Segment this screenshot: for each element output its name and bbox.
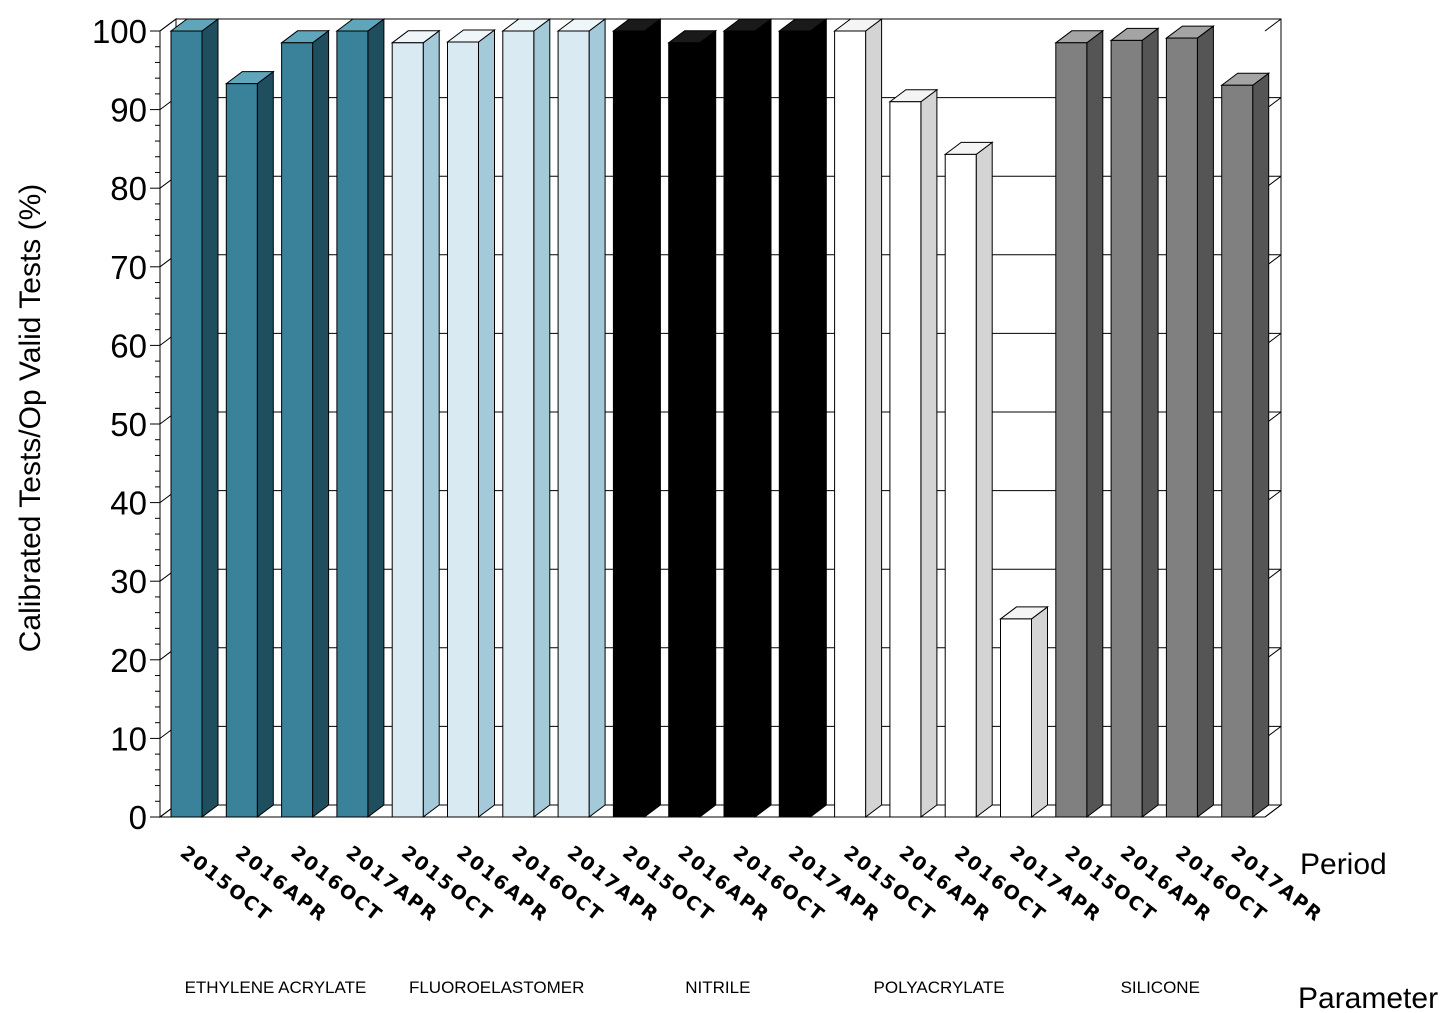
- bar-polyacrylate-2017apr: [999, 605, 1049, 818]
- bar-ethylene-acrylate-2015oct: [169, 18, 220, 818]
- bar-side: [643, 18, 661, 818]
- bar-front: [889, 101, 922, 818]
- bar-silicone-2016apr: [1109, 27, 1160, 818]
- bar-side: [533, 18, 551, 818]
- group-label: POLYACRYLATE: [874, 978, 1005, 997]
- bar-front: [1221, 84, 1254, 818]
- bar-side: [312, 29, 330, 818]
- group-label: NITRILE: [685, 978, 750, 997]
- bar-front: [723, 30, 756, 818]
- y-tick-label: 80: [110, 170, 147, 207]
- bar-side: [201, 18, 219, 818]
- bar-front: [502, 30, 535, 818]
- bar-front: [447, 41, 479, 818]
- bar-front: [612, 30, 645, 818]
- y-tick-label: 20: [110, 642, 147, 679]
- group-label: ETHYLENE ACRYLATE: [185, 978, 367, 997]
- bar-silicone-2016oct: [1164, 25, 1215, 818]
- bar-fluoroelastomer-2016oct: [501, 18, 552, 818]
- bar-nitrile-2016apr: [667, 29, 718, 818]
- bar-nitrile-2015oct: [611, 18, 662, 818]
- gridline: [159, 18, 1281, 32]
- bar-side: [920, 88, 938, 818]
- bar-front: [391, 42, 424, 818]
- bar-side: [367, 18, 385, 818]
- bar-side: [699, 29, 717, 818]
- bar-polyacrylate-2015oct: [833, 18, 884, 818]
- bar-front: [1000, 618, 1032, 818]
- y-tick-label: 100: [92, 13, 147, 50]
- y-axis: 0 10 20 30 40 50 60 70 80 90 100: [92, 13, 161, 836]
- bar-side: [809, 18, 827, 818]
- y-tick-label: 90: [110, 92, 147, 129]
- x-axis-group-labels: ETHYLENE ACRYLATE FLUOROELASTOMER NITRILE P…: [185, 978, 1200, 997]
- bar-side: [256, 70, 274, 818]
- bar-front: [1165, 37, 1198, 818]
- bar-front: [1055, 42, 1088, 818]
- bar-side: [588, 18, 606, 818]
- bar-front: [281, 42, 314, 818]
- bar-side: [478, 29, 495, 818]
- x-axis-period-labels: 2015OCT2016APR2016OCT2017APR2015OCT2016A…: [176, 842, 1327, 927]
- y-axis-title: Calibrated Tests/Op Valid Tests (%): [14, 184, 47, 653]
- bar-nitrile-2016oct: [722, 18, 773, 818]
- y-tick-label: 50: [110, 406, 147, 443]
- bar-side: [1196, 25, 1214, 818]
- bar-side: [422, 29, 440, 818]
- bar-side: [1086, 29, 1104, 818]
- group-label: FLUOROELASTOMER: [409, 978, 584, 997]
- bar-nitrile-2017apr: [777, 18, 828, 818]
- bar-front: [170, 30, 203, 818]
- bar-front: [1110, 39, 1143, 818]
- bar-front: [336, 30, 369, 818]
- period-axis-title: Period: [1300, 848, 1387, 881]
- y-tick-label: 70: [110, 249, 147, 286]
- bar-silicone-2017apr: [1220, 72, 1271, 818]
- bar-polyacrylate-2016oct: [943, 141, 994, 818]
- bar-side: [865, 18, 883, 818]
- bar-side: [1141, 27, 1159, 818]
- bar-ethylene-acrylate-2016apr: [224, 70, 275, 818]
- parameter-axis-title: Parameter: [1298, 982, 1438, 1013]
- bar-fluoroelastomer-2015oct: [390, 29, 441, 818]
- bar-front: [778, 30, 811, 818]
- bar-front: [944, 153, 977, 818]
- y-tick-label: 60: [110, 327, 147, 364]
- bar-ethylene-acrylate-2017apr: [335, 18, 386, 818]
- y-tick-label: 30: [110, 563, 147, 600]
- y-tick-label: 0: [129, 799, 147, 836]
- bar-polyacrylate-2016apr: [888, 88, 939, 818]
- bar-side: [754, 18, 772, 818]
- grid-right-tick: [1264, 18, 1282, 32]
- y-tick-label: 40: [110, 485, 147, 522]
- bar-front: [668, 42, 701, 818]
- grid-right-tick: [1264, 804, 1282, 818]
- bars: [169, 18, 1271, 818]
- y-tick-label: 10: [110, 720, 147, 757]
- bar-side: [975, 141, 993, 818]
- bar-side: [1252, 72, 1270, 818]
- bar-side: [1031, 605, 1048, 818]
- bar-fluoroelastomer-2017apr: [556, 18, 607, 818]
- bar-silicone-2015oct: [1054, 29, 1105, 818]
- bar-ethylene-acrylate-2016oct: [280, 29, 331, 818]
- bar-front: [557, 30, 590, 818]
- bar-front: [834, 30, 867, 818]
- bar-fluoroelastomer-2016apr: [446, 29, 496, 818]
- bar-front: [225, 83, 258, 818]
- group-label: SILICONE: [1121, 978, 1200, 997]
